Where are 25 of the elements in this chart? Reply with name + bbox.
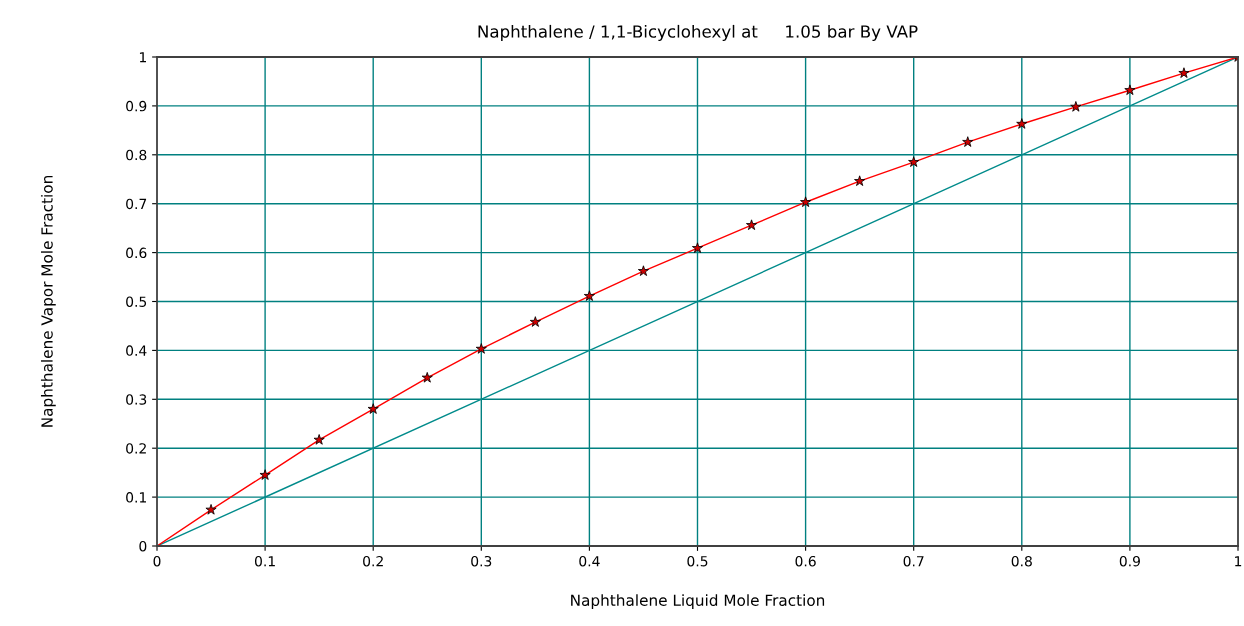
y-tick-label: 1	[139, 52, 146, 63]
y-tick-label: 0.4	[126, 345, 147, 356]
y-tick-label: 0	[139, 540, 147, 552]
x-tick-label: 0.2	[363, 555, 383, 567]
chart-title: Naphthalene / 1,1-Bicyclohexyl at 1.05 bar By VAP	[478, 24, 918, 42]
x-axis-title: Naphthalene Liquid Mole Fraction	[571, 594, 825, 609]
x-tick-label: 0.1	[254, 555, 275, 567]
y-tick-label: 0.8	[126, 149, 147, 161]
y-tick-label: 0.1	[126, 492, 146, 503]
y-tick-label: 0.3	[126, 394, 147, 405]
y-axis-title: Naphthalene Vapor Mole Fraction	[40, 175, 56, 427]
y-tick-label: 0.7	[126, 198, 147, 210]
y-tick-label: 0.6	[126, 247, 147, 259]
x-tick-label: 0.9	[1119, 555, 1140, 567]
x-tick-label: 0.3	[471, 555, 492, 567]
x-tick-label: 0.8	[1011, 555, 1032, 567]
x-tick-label: 0.5	[687, 555, 708, 567]
y-tick-label: 0.5	[126, 296, 147, 307]
x-tick-label: 0.6	[795, 555, 816, 567]
x-tick-label: 0	[153, 555, 161, 567]
y-tick-label: 0.2	[126, 443, 146, 454]
x-tick-label: 0.7	[903, 555, 924, 567]
x-tick-label: 0.4	[579, 555, 600, 567]
y-tick-label: 0.9	[126, 100, 147, 112]
x-tick-label: 1	[1235, 556, 1242, 567]
